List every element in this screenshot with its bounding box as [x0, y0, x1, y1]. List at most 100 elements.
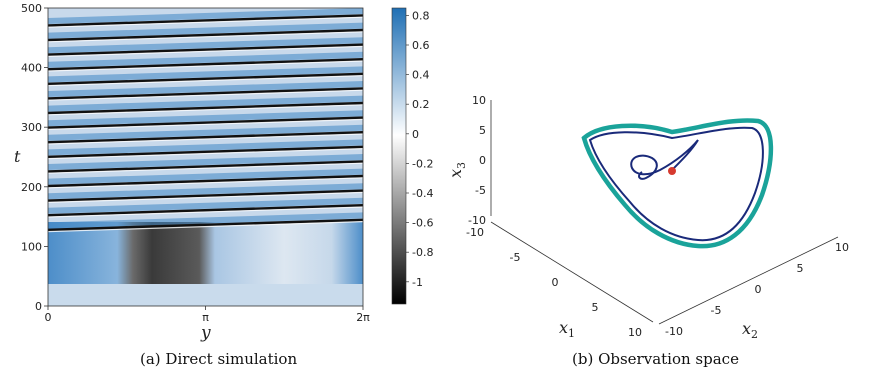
heatmap-stripes — [48, 8, 363, 233]
attractor-loop — [581, 118, 774, 249]
heatmap-stripe-light — [48, 162, 363, 174]
heatmap-stripe-blue — [48, 124, 363, 141]
heatmap-stripe-dark — [48, 145, 363, 159]
heatmap-stripe-blue — [48, 81, 363, 97]
heatmap-stripe-light — [48, 16, 363, 28]
heatmap-x-tick-label: 2π — [356, 311, 370, 324]
heatmap-stripe-dark — [48, 116, 363, 129]
heatmap-low-region — [48, 222, 363, 284]
heatmap-x-tick-label: 0 — [45, 311, 52, 324]
transient-trajectory — [630, 139, 699, 180]
colorbar-ticks: 0.8 0.6 0.4 0.2 0 -0.2 -0.4 -0.6 -0.8 -1 — [406, 9, 433, 289]
x1-tick-label: -5 — [510, 251, 521, 264]
x3-tick-label: 10 — [472, 94, 486, 107]
heatmap-xlabel: y — [200, 323, 211, 343]
heatmap-stripe-light — [48, 148, 363, 160]
x2-label: x2 — [742, 319, 758, 341]
heatmap-stripe-dark — [48, 204, 363, 217]
heatmap-y-ticks: 0 100 200 300 400 500 — [21, 2, 48, 313]
initial-point-marker — [668, 167, 676, 175]
heatmap-stripe-light — [48, 45, 363, 57]
x2-tick-label: 0 — [755, 283, 762, 296]
x3-tick-label: 0 — [479, 154, 486, 167]
x1-tick-label: 0 — [552, 276, 559, 289]
colorbar-tick-label: 0.4 — [412, 69, 430, 82]
heatmap-stripe-dark — [48, 189, 363, 202]
heatmap-base-region — [48, 284, 363, 306]
heatmap-stripe-dark — [48, 87, 363, 100]
x1-label: x1 — [559, 318, 575, 340]
heatmap-stripe-blue — [48, 197, 363, 214]
heatmap-ylabel: t — [14, 147, 21, 166]
x2-tick-label: -5 — [711, 304, 722, 317]
heatmap-stripe-light — [48, 118, 363, 130]
x2-tick-label: -10 — [665, 325, 683, 338]
heatmap-stripe-dark — [48, 160, 363, 173]
x1-tick-label: 10 — [628, 326, 642, 339]
heatmap-stripe-dark — [48, 218, 363, 232]
heatmap-stripe-blue — [48, 51, 363, 68]
heatmap-stripe-dark — [48, 43, 363, 56]
heatmap-stripe-light — [48, 60, 363, 72]
x1-axis-line — [490, 221, 654, 323]
heatmap-stripe-blue — [48, 154, 363, 170]
x1-tick-label: 5 — [592, 301, 599, 314]
heatmap-stripe-dark — [48, 72, 363, 86]
heatmap-stripe-light — [48, 177, 363, 189]
colorbar-tick-label: -0.2 — [412, 157, 433, 170]
heatmap-stripe-blue — [48, 95, 363, 112]
heatmap-stripe-blue — [48, 183, 363, 200]
heatmap-stripe-blue — [48, 8, 363, 24]
heatmap-stripe-light — [48, 191, 363, 203]
x3-label: x3 — [446, 162, 468, 178]
colorbar-tick-label: -1 — [412, 276, 423, 289]
heatmap-stripe-dark — [48, 174, 363, 188]
heatmap-stripe-light — [48, 221, 363, 233]
heatmap-field — [48, 8, 363, 306]
heatmap-stripe-light — [48, 89, 363, 101]
x1-tick-label: -10 — [466, 226, 484, 239]
heatmap-stripe-light — [48, 31, 363, 43]
heatmap-stripe-dark — [48, 101, 363, 115]
heatmap-stripe-blue — [48, 66, 363, 83]
x3-tick-label: -10 — [468, 214, 486, 227]
heatmap-x-ticks: 0 π 2π — [45, 306, 370, 324]
colorbar-tick-label: -0.4 — [412, 187, 433, 200]
heatmap-y-tick-label: 500 — [21, 2, 42, 15]
heatmap-stripe-blue — [48, 139, 363, 156]
colorbar-tick-label: 0 — [412, 128, 419, 141]
heatmap-stripe-dark — [48, 28, 363, 42]
caption-a: (a) Direct simulation — [140, 350, 297, 368]
heatmap-stripe-light — [48, 133, 363, 145]
heatmap-x-tick-label: π — [202, 311, 209, 324]
heatmap-stripe-blue — [48, 168, 363, 185]
x2-tick-label: 10 — [835, 241, 849, 254]
colorbar-tick-label: -0.6 — [412, 217, 433, 230]
heatmap-stripe-blue — [48, 22, 363, 39]
attractor-loop-inner — [588, 126, 764, 242]
heatmap-stripe-light — [48, 206, 363, 218]
colorbar-bar — [391, 7, 407, 305]
heatmap-stripe-light — [48, 104, 363, 116]
x2-axis-line — [658, 236, 839, 325]
heatmap-stripe-blue — [48, 212, 363, 229]
colorbar-tick-label: 0.8 — [412, 9, 430, 22]
heatmap-stripe-dark — [48, 14, 363, 27]
colorbar: 0.8 0.6 0.4 0.2 0 -0.2 -0.4 -0.6 -0.8 -1 — [391, 7, 433, 305]
colorbar-tick-label: 0.2 — [412, 98, 430, 111]
x3-tick-label: 5 — [479, 124, 486, 137]
x2-tick-label: 5 — [797, 262, 804, 275]
heatmap-stripe-dark — [48, 131, 363, 144]
x3-tick-label: -5 — [475, 184, 486, 197]
heatmap-stripe-dark — [48, 58, 363, 71]
heatmap-stripe-blue — [48, 110, 363, 127]
heatmap-y-tick-label: 0 — [35, 300, 42, 313]
colorbar-tick-label: -0.8 — [412, 246, 433, 259]
heatmap-y-tick-label: 400 — [21, 62, 42, 75]
heatmap-y-tick-label: 200 — [21, 181, 42, 194]
heatmap-y-tick-label: 100 — [21, 240, 42, 253]
heatmap-y-tick-label: 300 — [21, 121, 42, 134]
